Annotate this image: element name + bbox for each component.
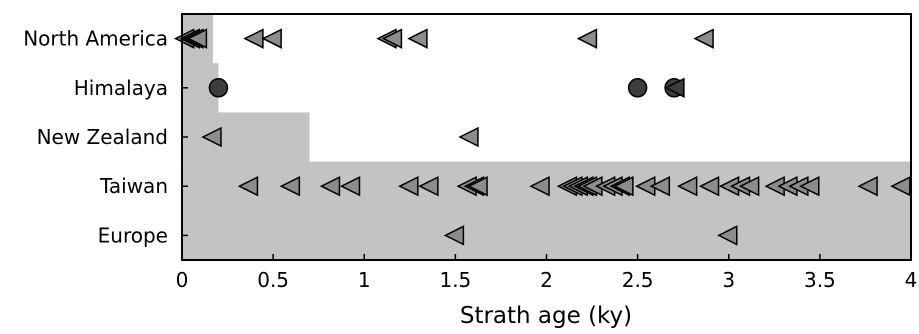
marker-taiwan [398, 175, 419, 197]
marker-north-america [407, 28, 428, 49]
shaded-region [182, 14, 911, 261]
y-axis: North America Himalaya New Zealand Taiwan Eu… [23, 27, 188, 247]
marker-himalaya [627, 78, 648, 98]
x-tick-label: 0 [176, 268, 189, 292]
marker-europe [443, 225, 465, 246]
marker-north-america [186, 28, 208, 49]
marker-himalaya [664, 77, 685, 99]
marker-taiwan [418, 175, 439, 197]
marker-taiwan [649, 175, 671, 197]
marker-taiwan [738, 175, 760, 197]
x-tick-label: 0.5 [257, 268, 289, 292]
marker-taiwan [676, 175, 698, 197]
marker-north-america [693, 28, 714, 49]
x-tick-label: 3.5 [804, 268, 836, 292]
y-tick-label: Europe [98, 223, 168, 247]
marker-himalaya [208, 78, 229, 98]
y-tick-label: Himalaya [74, 76, 168, 100]
marker-north-america [243, 28, 264, 49]
y-tick-label: Taiwan [99, 174, 168, 198]
marker-taiwan [319, 175, 341, 197]
marker-taiwan [857, 175, 878, 197]
marker-taiwan [529, 175, 550, 197]
y-tick-label: New Zealand [37, 125, 168, 149]
marker-taiwan [339, 175, 361, 197]
y-tick-label: North America [23, 27, 168, 51]
x-tick-label: 2 [540, 268, 553, 292]
marker-taiwan [237, 175, 259, 197]
marker-taiwan [799, 175, 820, 197]
x-tick-label: 1 [358, 268, 371, 292]
marker-europe [717, 225, 738, 246]
marker-new-zealand [458, 126, 479, 148]
data-markers [173, 28, 911, 246]
x-tick-label: 1.5 [439, 268, 471, 292]
shade-europe [182, 210, 911, 261]
marker-taiwan [613, 175, 634, 197]
shade-new-zealand [182, 112, 310, 163]
x-tick-label: 4 [905, 268, 918, 292]
marker-north-america [261, 28, 282, 49]
x-axis-label: Strath age (ky) [460, 303, 632, 329]
x-tick-label: 2.5 [622, 268, 654, 292]
marker-taiwan [890, 175, 911, 197]
marker-north-america [576, 28, 598, 49]
marker-taiwan [698, 175, 720, 197]
x-axis: 0 0.5 1 1.5 2 2.5 3 3.5 4 [176, 254, 918, 292]
marker-taiwan [467, 175, 488, 197]
x-tick-label: 3 [722, 268, 735, 292]
marker-taiwan [279, 175, 301, 197]
marker-north-america [381, 28, 403, 49]
marker-new-zealand [201, 126, 222, 148]
